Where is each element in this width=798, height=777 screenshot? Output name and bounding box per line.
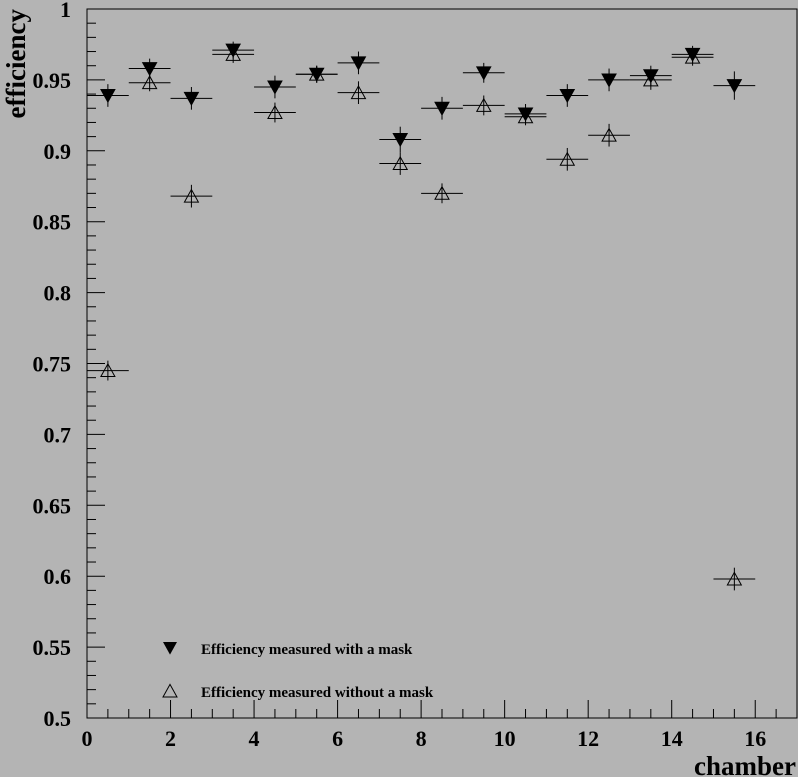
x-tick-label: 6 bbox=[332, 726, 343, 751]
series-without-mask bbox=[87, 45, 756, 591]
y-tick-label: 0.65 bbox=[33, 493, 72, 518]
marker-filled-down-triangle bbox=[141, 62, 158, 77]
y-tick-label: 0.55 bbox=[33, 635, 72, 660]
data-point bbox=[504, 108, 547, 126]
marker-open-up-triangle bbox=[642, 72, 659, 87]
marker-open-up-triangle bbox=[225, 46, 242, 61]
y-tick-label: 0.5 bbox=[44, 706, 72, 731]
data-point bbox=[87, 360, 129, 381]
legend-item-without-mask: Efficiency measured without a mask bbox=[162, 683, 434, 701]
legend-marker-filled-triangle bbox=[163, 642, 177, 655]
y-tick-label: 0.75 bbox=[33, 352, 72, 377]
marker-open-up-triangle bbox=[308, 66, 325, 81]
legend-label-without-mask: Efficiency measured without a mask bbox=[201, 685, 434, 701]
data-point bbox=[588, 68, 630, 92]
data-point bbox=[421, 183, 463, 204]
data-point bbox=[337, 81, 380, 105]
marker-open-up-triangle bbox=[267, 104, 283, 119]
x-tick-label: 8 bbox=[416, 726, 427, 751]
marker-filled-down-triangle bbox=[726, 79, 743, 94]
x-axis-title: chamber bbox=[694, 751, 796, 777]
marker-open-up-triangle bbox=[475, 97, 492, 112]
marker-filled-down-triangle bbox=[100, 89, 116, 104]
marker-open-up-triangle bbox=[100, 362, 116, 378]
y-tick-label: 1 bbox=[60, 0, 71, 22]
marker-open-up-triangle bbox=[350, 84, 367, 100]
y-tick-label: 0.8 bbox=[44, 281, 72, 306]
data-point bbox=[212, 45, 255, 63]
y-tick-label: 0.7 bbox=[44, 422, 72, 447]
data-point bbox=[254, 75, 296, 99]
x-axis: 0 2 4 6 8 10 12 14 16 bbox=[82, 700, 798, 751]
data-point bbox=[713, 71, 756, 100]
marker-filled-down-triangle bbox=[392, 133, 409, 148]
data-point bbox=[87, 84, 129, 107]
legend-marker-open-triangle bbox=[162, 683, 178, 698]
x-tick-label: 2 bbox=[165, 726, 176, 751]
marker-open-up-triangle bbox=[434, 185, 450, 200]
marker-filled-down-triangle bbox=[601, 73, 617, 88]
marker-filled-down-triangle bbox=[267, 80, 283, 95]
data-point bbox=[713, 567, 756, 591]
x-tick-label: 14 bbox=[661, 726, 683, 751]
data-point bbox=[379, 126, 422, 153]
data-point bbox=[588, 123, 630, 147]
x-tick-label: 10 bbox=[494, 726, 516, 751]
marker-open-up-triangle bbox=[183, 188, 200, 203]
data-point bbox=[337, 51, 380, 75]
data-point bbox=[254, 102, 296, 123]
data-point bbox=[295, 65, 338, 83]
marker-filled-down-triangle bbox=[183, 91, 200, 107]
data-point bbox=[379, 152, 422, 175]
marker-open-up-triangle bbox=[559, 151, 576, 166]
data-point bbox=[462, 62, 505, 83]
y-tick-label: 0.95 bbox=[33, 68, 72, 93]
y-axis: 0.5 0.55 0.6 0.65 0.7 0.75 0.8 0.85 0.9 0.95 1 bbox=[33, 0, 105, 731]
marker-filled-down-triangle bbox=[475, 66, 492, 81]
marker-open-up-triangle bbox=[684, 49, 701, 64]
data-point bbox=[170, 184, 213, 208]
marker-filled-down-triangle bbox=[434, 101, 450, 116]
x-tick-label: 16 bbox=[744, 726, 766, 751]
legend-label-with-mask: Efficiency measured with a mask bbox=[201, 642, 413, 658]
marker-open-up-triangle bbox=[726, 571, 743, 586]
marker-open-up-triangle bbox=[141, 75, 158, 90]
marker-open-up-triangle bbox=[517, 109, 534, 124]
y-tick-label: 0.6 bbox=[44, 564, 72, 589]
y-tick-label: 0.85 bbox=[33, 210, 72, 235]
data-point bbox=[170, 86, 213, 110]
data-point bbox=[546, 84, 589, 107]
x-tick-label: 4 bbox=[249, 726, 260, 751]
data-point bbox=[629, 69, 672, 90]
series-layer bbox=[87, 41, 756, 591]
data-point bbox=[546, 147, 589, 171]
legend-item-with-mask: Efficiency measured with a mask bbox=[163, 642, 413, 658]
y-axis-title: efficiency bbox=[1, 9, 31, 119]
marker-open-up-triangle bbox=[392, 155, 409, 171]
data-point bbox=[671, 48, 714, 66]
marker-open-up-triangle bbox=[601, 127, 617, 142]
y-tick-label: 0.9 bbox=[44, 139, 72, 164]
x-tick-label: 0 bbox=[82, 726, 93, 751]
data-point bbox=[462, 95, 505, 116]
marker-filled-down-triangle bbox=[559, 89, 576, 104]
x-tick-label: 12 bbox=[577, 726, 599, 751]
legend: Efficiency measured with a mask Efficien… bbox=[162, 642, 434, 701]
data-point bbox=[421, 96, 463, 120]
data-point bbox=[128, 74, 171, 92]
marker-filled-down-triangle bbox=[350, 56, 367, 71]
